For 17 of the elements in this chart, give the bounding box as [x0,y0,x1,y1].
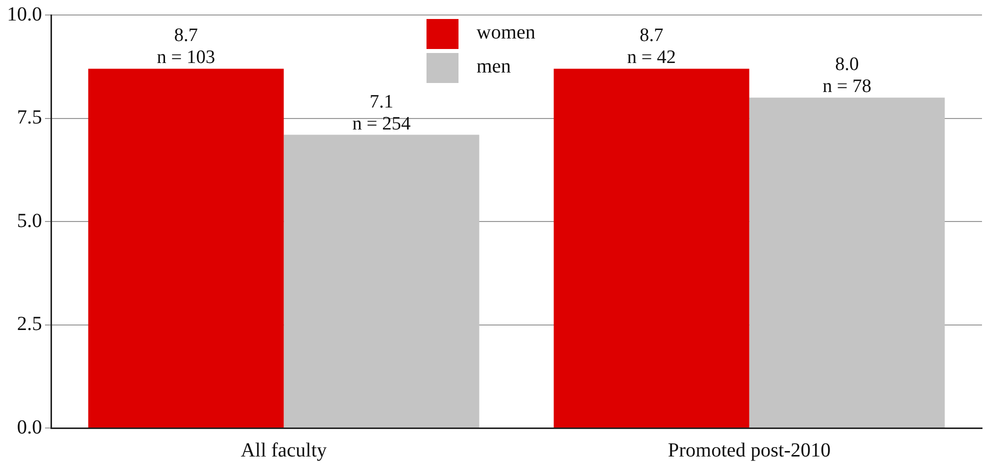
data-label: 7.1 n = 254 [352,91,412,134]
data-label: 8.0 n = 78 [822,54,872,98]
y-tick-label: 7.5 [17,106,42,128]
x-tick-label: Promoted post-2010 [668,439,831,462]
bar [749,98,945,428]
data-label: 8.7 n = 42 [627,25,676,68]
bar [554,68,750,428]
y-tick-label: 5.0 [17,210,42,232]
data-label: 8.7 n = 103 [156,25,216,68]
y-tick-label: 2.5 [17,313,42,335]
y-tick-label: 0.0 [17,416,42,438]
bar [88,68,284,428]
y-tick-label: 10.0 [7,3,42,26]
bar [284,134,480,428]
x-tick-label: All faculty [240,439,327,462]
legend-label: men [476,55,511,78]
legend-label: women [476,21,536,44]
